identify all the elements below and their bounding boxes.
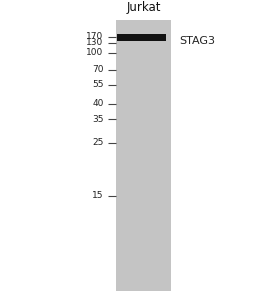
Text: 170: 170 <box>86 32 104 41</box>
Bar <box>117 34 166 41</box>
Text: 130: 130 <box>86 38 104 47</box>
Text: STAG3: STAG3 <box>179 35 215 46</box>
Text: 100: 100 <box>86 48 104 57</box>
Text: 40: 40 <box>92 99 104 108</box>
Text: 55: 55 <box>92 80 104 89</box>
Text: 15: 15 <box>92 191 104 200</box>
Bar <box>116 20 171 291</box>
Text: 35: 35 <box>92 115 104 124</box>
Text: Jurkat: Jurkat <box>126 1 161 13</box>
Text: 70: 70 <box>92 65 104 74</box>
Text: 25: 25 <box>92 138 104 147</box>
